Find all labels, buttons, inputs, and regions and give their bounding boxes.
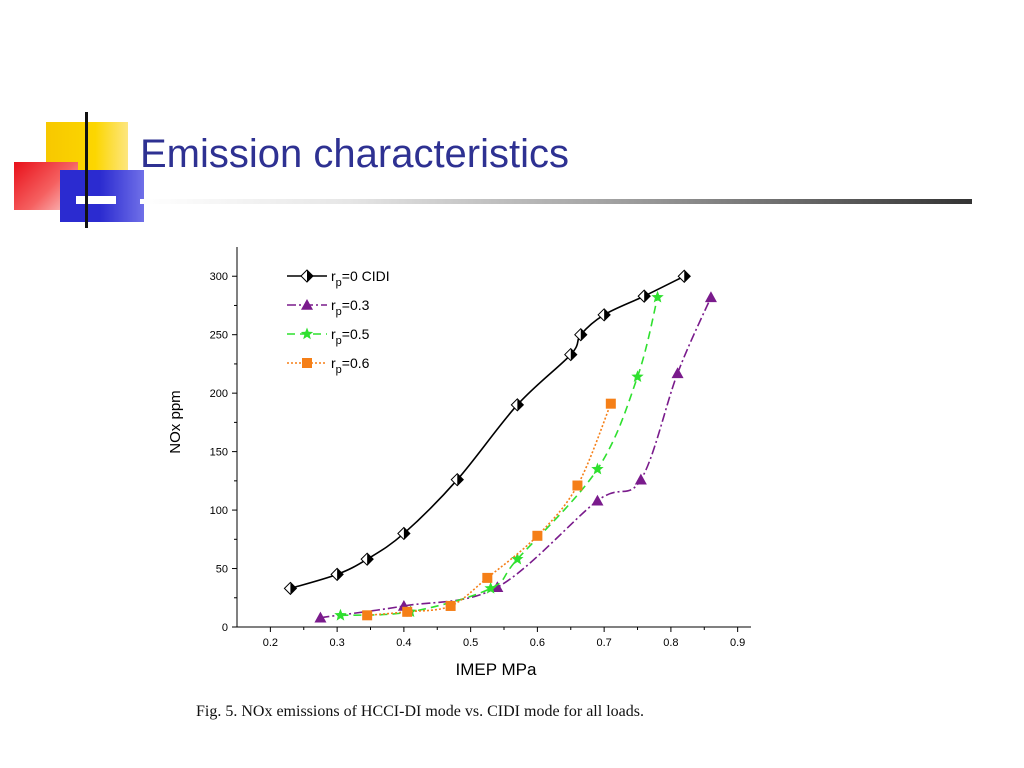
data-point-series-3 <box>572 480 583 491</box>
legend-marker-0 <box>300 269 314 283</box>
x-tick-label: 0.2 <box>263 637 278 649</box>
y-axis-label: NOx ppm <box>167 390 184 453</box>
y-tick-label: 250 <box>210 330 228 342</box>
data-point-series-0 <box>574 327 588 342</box>
legend-marker-2 <box>300 327 314 340</box>
data-point-series-0 <box>330 567 344 582</box>
data-point-series-0 <box>564 347 578 362</box>
data-point-series-2 <box>631 370 644 383</box>
y-tick-label: 100 <box>210 505 228 517</box>
y-tick-label: 50 <box>216 564 228 576</box>
x-tick-label: 0.3 <box>329 637 344 649</box>
data-point-series-2 <box>511 552 524 565</box>
x-tick-label: 0.8 <box>663 637 678 649</box>
legend-marker-3 <box>302 358 312 368</box>
legend-label-1: rp=0.3 <box>331 297 370 318</box>
x-tick-label: 0.4 <box>396 637 411 649</box>
y-tick-label: 0 <box>222 622 228 634</box>
x-tick-label: 0.5 <box>463 637 478 649</box>
data-point-series-1 <box>314 611 327 623</box>
data-point-series-1 <box>591 494 604 506</box>
legend-label-2: rp=0.5 <box>331 326 370 347</box>
series-line-0 <box>290 275 685 590</box>
data-point-series-0 <box>597 308 611 322</box>
data-point-series-0 <box>450 472 464 487</box>
x-tick-label: 0.9 <box>730 637 745 649</box>
data-point-series-1 <box>671 367 684 379</box>
data-point-series-2 <box>591 462 604 475</box>
data-point-series-3 <box>532 530 543 541</box>
data-point-series-3 <box>362 610 373 621</box>
data-point-series-3 <box>605 398 616 409</box>
data-point-series-2 <box>651 290 664 303</box>
data-point-series-0 <box>637 289 651 303</box>
y-tick-label: 150 <box>210 447 228 459</box>
x-tick-label: 0.7 <box>596 637 611 649</box>
x-tick-label: 0.6 <box>530 637 545 649</box>
data-point-series-3 <box>445 600 456 611</box>
series-line-1 <box>320 296 712 619</box>
data-point-series-1 <box>634 473 647 485</box>
data-point-series-2 <box>484 581 497 594</box>
data-point-series-3 <box>482 572 493 583</box>
data-point-series-1 <box>704 291 717 303</box>
y-tick-label: 300 <box>210 271 228 283</box>
legend-label-0: rp=0 CIDI <box>331 268 390 289</box>
series-line-3 <box>367 403 612 617</box>
data-point-series-0 <box>510 398 525 412</box>
decor-white-bar <box>76 196 116 204</box>
series-line-2 <box>340 297 659 617</box>
legend-label-3: rp=0.6 <box>331 355 370 376</box>
data-point-series-0 <box>677 269 691 283</box>
figure-caption: Fig. 5. NOx emissions of HCCI-DI mode vs… <box>196 703 644 720</box>
data-point-series-0 <box>397 526 411 541</box>
data-point-series-0 <box>360 552 374 566</box>
decor-vertical-line <box>85 112 88 228</box>
data-point-series-2 <box>334 608 347 621</box>
data-point-series-0 <box>283 581 298 596</box>
title-underline <box>140 199 972 204</box>
y-tick-label: 200 <box>210 388 228 400</box>
data-point-series-3 <box>402 606 413 617</box>
legend-marker-1 <box>301 299 313 310</box>
data-point-series-1 <box>491 581 504 593</box>
slide-title: Emission characteristics <box>140 132 570 176</box>
x-axis-label: IMEP MPa <box>456 660 537 679</box>
